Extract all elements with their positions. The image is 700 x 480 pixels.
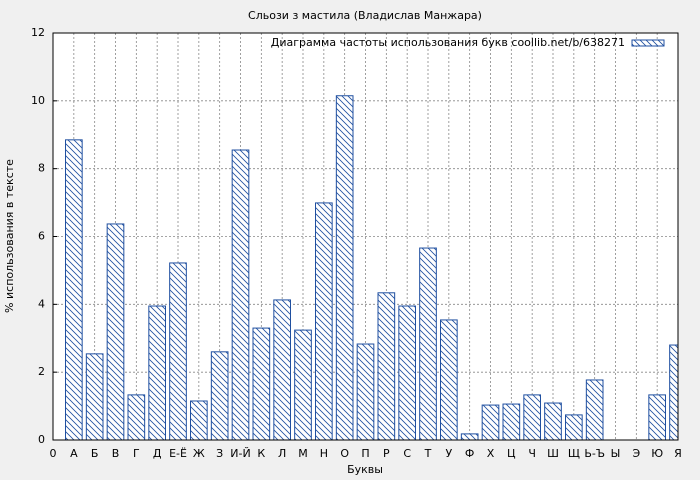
- y-tick-label: 12: [31, 26, 45, 39]
- bar: [65, 139, 83, 440]
- x-tick-label: Э: [632, 447, 640, 460]
- x-tick-label: О: [340, 447, 349, 460]
- x-tick-label: Щ: [568, 447, 580, 460]
- bar: [252, 327, 271, 440]
- x-tick-label: Ю: [651, 447, 663, 460]
- bar: [148, 305, 166, 440]
- bar: [294, 329, 312, 440]
- x-tick-label: Ы: [611, 447, 621, 460]
- y-tick-label: 8: [38, 162, 45, 175]
- x-tick-label: И-Й: [230, 447, 250, 460]
- bar: [585, 379, 604, 440]
- legend: Диаграмма частоты использования букв coo…: [271, 36, 665, 49]
- x-tick-label: Ш: [547, 447, 559, 460]
- x-tick-label: К: [257, 447, 265, 460]
- bar: [190, 400, 208, 440]
- x-tick-label: Ч: [528, 447, 536, 460]
- bar: [523, 394, 541, 440]
- chart-title: Сльози з мастила (Владислав Манжара): [248, 9, 482, 22]
- x-tick-label: Л: [278, 447, 286, 460]
- y-tick-label: 10: [31, 94, 45, 107]
- x-tick-label: М: [298, 447, 308, 460]
- x-tick-label: Д: [153, 447, 162, 460]
- bar: [544, 402, 562, 440]
- x-tick-label: С: [403, 447, 411, 460]
- x-tick-label: В: [112, 447, 120, 460]
- bar: [106, 223, 125, 440]
- bar: [440, 319, 458, 440]
- x-axis-label: Буквы: [347, 463, 383, 476]
- x-tick-label: З: [216, 447, 223, 460]
- x-tick-label: Р: [383, 447, 390, 460]
- y-tick-label: 6: [38, 230, 45, 243]
- bars: [65, 95, 678, 440]
- y-axis-label: % использования в тексте: [3, 159, 16, 313]
- x-tick-label: А: [70, 447, 78, 460]
- legend-swatch: [631, 39, 665, 47]
- x-tick-label: Е-Ё: [169, 447, 187, 460]
- bar: [315, 202, 333, 440]
- bar: [335, 95, 354, 440]
- bar: [648, 394, 666, 440]
- x-tick-label: Х: [487, 447, 495, 460]
- x-tick-label: Ф: [465, 447, 474, 460]
- x-tick-label: Ь-Ъ: [584, 447, 605, 460]
- bar: [460, 433, 479, 440]
- bar: [210, 351, 229, 440]
- x-tick-label: У: [445, 447, 452, 460]
- x-tick-label: Ж: [193, 447, 205, 460]
- bar: [377, 292, 396, 440]
- y-tick-label: 0: [38, 433, 45, 446]
- x-tick-label: 0: [50, 447, 57, 460]
- x-tick-label: Я: [674, 447, 682, 460]
- bar: [481, 404, 500, 440]
- x-tick-label: Г: [133, 447, 140, 460]
- bar: [127, 394, 146, 440]
- bar: [419, 247, 437, 440]
- x-tick-label: Ц: [507, 447, 516, 460]
- bar: [502, 403, 521, 440]
- legend-label: Диаграмма частоты использования букв coo…: [271, 36, 625, 49]
- bar: [356, 343, 375, 440]
- y-tick-label: 2: [38, 365, 45, 378]
- x-tick-label: Н: [320, 447, 328, 460]
- x-tick-label: Т: [424, 447, 432, 460]
- bar: [169, 262, 187, 440]
- x-tick-label: Б: [91, 447, 99, 460]
- x-tick-label: П: [361, 447, 369, 460]
- bar: [565, 414, 583, 440]
- bar: [669, 344, 678, 440]
- bar: [273, 299, 292, 440]
- y-tick-label: 4: [38, 297, 45, 310]
- bar: [398, 305, 417, 440]
- bar: [231, 149, 250, 440]
- bar: [85, 353, 104, 440]
